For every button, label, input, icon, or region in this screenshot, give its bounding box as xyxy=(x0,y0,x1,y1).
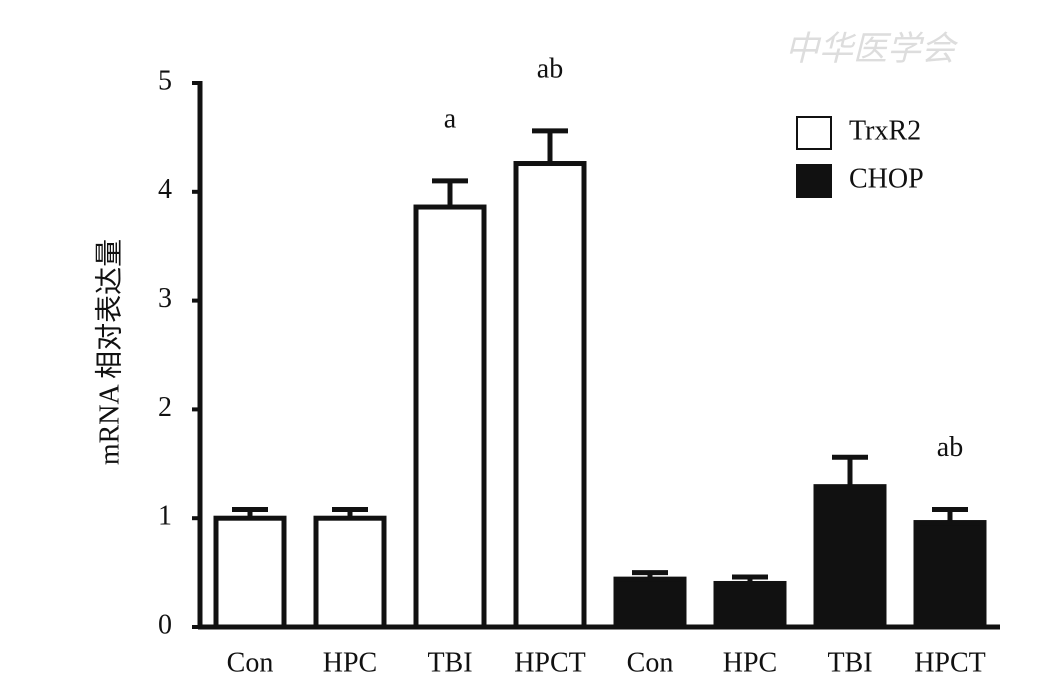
x-tick-label: Con xyxy=(627,647,674,678)
x-tick-label: HPC xyxy=(723,647,777,678)
bar xyxy=(613,576,687,630)
x-tick-label: TBI xyxy=(427,647,472,678)
annotation: a xyxy=(444,103,457,134)
bar xyxy=(213,515,287,630)
bar xyxy=(813,484,887,630)
x-tick-label: HPCT xyxy=(914,647,986,678)
bar xyxy=(313,515,387,630)
annotation: ab xyxy=(937,432,963,463)
y-tick-label: 0 xyxy=(158,609,172,640)
x-tick-label: Con xyxy=(227,647,274,678)
x-tick-label: HPC xyxy=(323,647,377,678)
x-tick-label: TBI xyxy=(827,647,872,678)
legend-swatch xyxy=(796,164,832,198)
y-axis-label: mRNA 相对表达量 xyxy=(93,239,125,465)
bar xyxy=(913,520,987,630)
legend-swatch xyxy=(796,116,832,150)
y-tick-label: 2 xyxy=(158,392,172,423)
y-tick-label: 5 xyxy=(158,65,172,96)
bar xyxy=(713,580,787,630)
y-tick-label: 3 xyxy=(158,283,172,314)
x-tick-label: HPCT xyxy=(514,647,586,678)
annotation: ab xyxy=(537,53,563,84)
y-tick-label: 4 xyxy=(158,174,172,205)
y-tick-label: 1 xyxy=(158,501,172,532)
bar xyxy=(513,161,587,630)
watermark: 中华医学会 xyxy=(785,31,959,68)
bar xyxy=(413,204,487,630)
legend-label: TrxR2 xyxy=(849,115,921,146)
legend-label: CHOP xyxy=(849,163,924,194)
